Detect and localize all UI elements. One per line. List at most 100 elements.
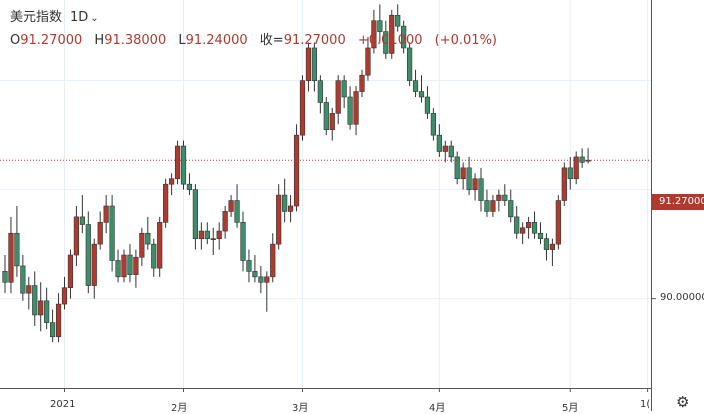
candle-body-71	[424, 96, 431, 114]
candle-body-49	[293, 134, 300, 207]
legend-title-row: 美元指数 1D ⌄	[10, 7, 505, 30]
ohlc-change-pct: (+0.01%)	[434, 33, 497, 48]
candle-body-28	[169, 178, 175, 185]
y-tick-label: 90.00000	[660, 292, 704, 303]
candle-body-61	[365, 47, 371, 76]
x-tick-label-5: 1(	[640, 399, 651, 410]
candle-body-0	[2, 271, 8, 283]
candle-body-84	[502, 194, 508, 201]
x-tick-label-0: 2021	[50, 399, 76, 410]
candle-body-46	[276, 194, 282, 245]
candle-body-25	[151, 243, 157, 269]
candle-body-73	[436, 134, 442, 152]
gear-icon[interactable]: ⚙	[676, 393, 690, 411]
x-tick-label-2: 3月	[292, 403, 309, 414]
candle-body-39	[234, 200, 240, 223]
ohlc-change: +0.01000	[357, 33, 423, 48]
candle-body-31	[186, 183, 193, 190]
ohlc-open: O91.27000	[10, 33, 83, 48]
candle-body-57	[341, 80, 347, 98]
candle-body-82	[490, 200, 496, 212]
candle-body-90	[537, 232, 544, 239]
candle-body-67	[401, 25, 407, 49]
candle-body-97	[579, 156, 585, 163]
candle-body-1	[8, 232, 14, 283]
candle-body-13	[79, 216, 85, 225]
candle-body-87	[520, 227, 526, 234]
candle-body-52	[311, 47, 318, 81]
candle-body-59	[353, 91, 359, 125]
candle-body-42	[252, 271, 258, 278]
candle-body-37	[222, 211, 228, 232]
candle-body-33	[198, 230, 204, 239]
candle-body-80	[478, 178, 484, 201]
candle-body-65	[389, 14, 395, 54]
last-price-tag: 91.27000	[651, 194, 704, 210]
candle-body-35	[210, 238, 216, 240]
candle-body-68	[406, 47, 413, 81]
candle-body-6	[38, 300, 44, 316]
candle-body-41	[246, 260, 252, 272]
candle-body-40	[240, 222, 246, 261]
candle-body-85	[508, 200, 514, 218]
candle-body-22	[133, 256, 139, 275]
candle-body-34	[204, 230, 210, 239]
candle-body-23	[139, 232, 145, 258]
candle-body-74	[442, 145, 448, 152]
candle-body-95	[567, 167, 573, 180]
ohlc-low: L91.24000	[178, 33, 248, 48]
candle-body-8	[49, 322, 56, 338]
chevron-down-icon[interactable]: ⌄	[90, 13, 99, 24]
chart-legend: 美元指数 1D ⌄ O91.27000 H91.38000 L91.24000 收=…	[10, 7, 505, 52]
candle-body-66	[395, 14, 401, 27]
candle-body-24	[145, 232, 151, 245]
candle-body-15	[91, 243, 97, 286]
candle-body-11	[67, 254, 74, 289]
candle-body-70	[418, 91, 425, 98]
candle-body-30	[180, 145, 187, 185]
candle-body-5	[32, 285, 38, 316]
candle-body-12	[73, 216, 79, 256]
candle-body-55	[329, 113, 335, 130]
candle-body-60	[359, 74, 365, 92]
candle-body-51	[305, 47, 312, 81]
x-tick-label-4: 5月	[562, 403, 579, 414]
ohlc-close: 收=91.27000	[259, 33, 346, 48]
symbol-name[interactable]: 美元指数	[10, 10, 63, 25]
candle-body-62	[371, 20, 377, 49]
candle-body-7	[44, 300, 50, 323]
candle-body-91	[543, 238, 550, 250]
x-tick-label-3: 4月	[429, 403, 446, 414]
candle-body-45	[270, 243, 276, 278]
ohlc-high: H91.38000	[94, 33, 167, 48]
candle-body-20	[121, 254, 127, 278]
candle-body-4	[26, 285, 32, 294]
interval-label[interactable]: 1D	[70, 10, 89, 25]
candle-body-56	[335, 80, 341, 114]
candle-body-81	[484, 200, 490, 212]
candle-body-10	[61, 287, 68, 305]
candle-body-92	[549, 243, 555, 250]
candle-body-83	[496, 194, 502, 201]
candle-body-48	[287, 205, 294, 212]
candle-body-64	[383, 31, 389, 54]
candle-body-76	[454, 156, 460, 180]
candle-body-47	[282, 194, 288, 212]
x-tick-label-1: 2月	[171, 403, 188, 414]
candle-body-21	[127, 254, 133, 275]
candle-body-86	[514, 216, 520, 234]
candle-body-79	[472, 178, 478, 190]
candle-body-43	[258, 276, 264, 283]
candle-body-27	[163, 183, 169, 223]
candle-body-16	[97, 222, 103, 245]
candle-body-18	[109, 205, 115, 261]
candle-body-58	[347, 96, 353, 125]
candle-body-17	[103, 205, 109, 223]
candle-body-54	[323, 102, 329, 130]
candle-body-78	[466, 167, 472, 190]
candle-body-2	[14, 232, 20, 267]
candle-body-38	[228, 200, 234, 212]
candle-body-88	[525, 222, 532, 229]
candle-body-94	[561, 167, 567, 201]
